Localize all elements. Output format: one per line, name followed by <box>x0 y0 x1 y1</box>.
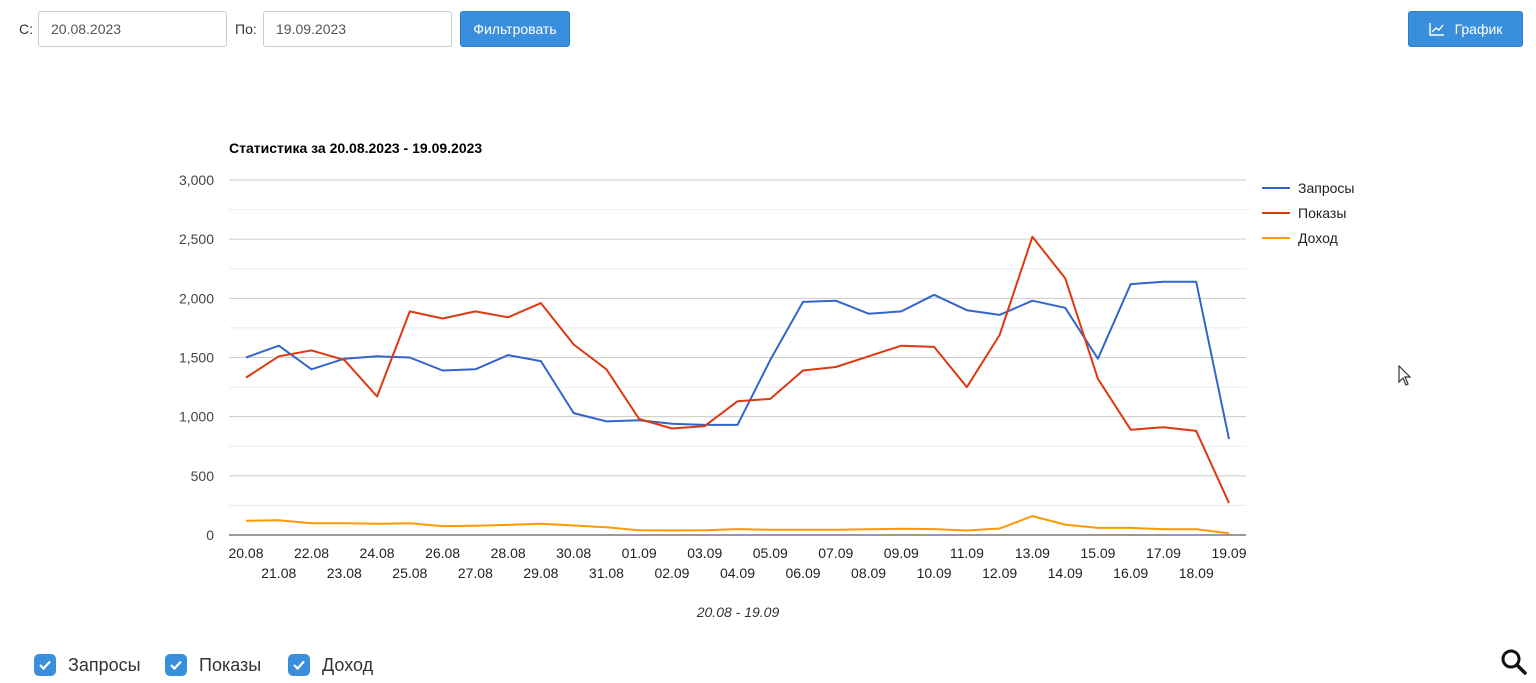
filter-bar: С: По: Фильтровать График <box>0 0 1536 60</box>
x-axis-title: 20.08 - 19.09 <box>696 604 780 620</box>
line-chart: Статистика за 20.08.2023 - 19.09.2023 05… <box>179 140 1355 620</box>
toggle-label: Доход <box>322 654 374 675</box>
from-label: С: <box>19 21 33 37</box>
y-tick-label: 1,500 <box>179 350 214 366</box>
x-tick-label: 27.08 <box>458 565 493 581</box>
date-to-input[interactable] <box>263 11 452 47</box>
x-tick-label: 02.09 <box>654 565 689 581</box>
x-tick-label: 28.08 <box>491 545 526 561</box>
toggle-impressions[interactable]: Показы <box>165 651 261 679</box>
x-tick-label: 07.09 <box>818 545 853 561</box>
check-icon[interactable] <box>165 654 187 676</box>
toggle-requests[interactable]: Запросы <box>34 651 141 679</box>
x-tick-label: 30.08 <box>556 545 591 561</box>
x-tick-label: 14.09 <box>1048 565 1083 581</box>
x-tick-label: 05.09 <box>753 545 788 561</box>
x-tick-label: 09.09 <box>884 545 919 561</box>
x-tick-label: 29.08 <box>523 565 558 581</box>
legend-label[interactable]: Доход <box>1298 230 1338 246</box>
x-tick-label: 13.09 <box>1015 545 1050 561</box>
check-icon[interactable] <box>288 654 310 676</box>
x-tick-label: 18.09 <box>1179 565 1214 581</box>
y-tick-label: 2,000 <box>179 290 214 306</box>
check-icon[interactable] <box>34 654 56 676</box>
y-tick-label: 0 <box>206 527 214 543</box>
chart-title: Статистика за 20.08.2023 - 19.09.2023 <box>229 140 482 156</box>
x-tick-label: 16.09 <box>1113 565 1148 581</box>
toggle-label: Показы <box>199 654 262 675</box>
x-tick-label: 31.08 <box>589 565 624 581</box>
x-tick-label: 22.08 <box>294 545 329 561</box>
x-tick-label: 21.08 <box>261 565 296 581</box>
chart-grid <box>229 179 1246 536</box>
toggle-label: Запросы <box>68 654 141 675</box>
x-tick-label: 11.09 <box>950 545 984 561</box>
x-tick-label: 17.09 <box>1146 545 1181 561</box>
y-tick-label: 500 <box>191 468 215 484</box>
x-tick-label: 25.08 <box>392 565 427 581</box>
series-line <box>245 235 1230 504</box>
x-tick-label: 06.09 <box>786 565 821 581</box>
x-tick-label: 12.09 <box>982 565 1017 581</box>
y-tick-label: 1,000 <box>179 409 214 425</box>
to-label: По: <box>235 21 257 37</box>
legend-label[interactable]: Запросы <box>1298 180 1354 196</box>
x-tick-label: 04.09 <box>720 565 755 581</box>
x-tick-label: 20.08 <box>228 545 263 561</box>
toggle-income[interactable]: Доход <box>288 651 373 679</box>
x-tick-label: 23.08 <box>327 565 362 581</box>
x-tick-label: 01.09 <box>622 545 657 561</box>
x-tick-label: 15.09 <box>1080 545 1115 561</box>
search-icon[interactable] <box>1500 648 1528 676</box>
filter-button[interactable]: Фильтровать <box>460 11 570 47</box>
x-tick-label: 10.09 <box>917 565 952 581</box>
y-tick-label: 3,000 <box>179 172 214 188</box>
x-tick-label: 26.08 <box>425 545 460 561</box>
x-tick-label: 24.08 <box>360 545 395 561</box>
x-tick-label: 19.09 <box>1211 545 1246 561</box>
legend-label[interactable]: Показы <box>1298 205 1346 221</box>
x-tick-label: 08.09 <box>851 565 886 581</box>
filter-button-label: Фильтровать <box>473 21 557 37</box>
series-line <box>245 280 1230 440</box>
x-tick-label: 03.09 <box>687 545 722 561</box>
series-line <box>245 515 1230 535</box>
chart-button-label: График <box>1454 21 1503 37</box>
line-chart-icon <box>1428 22 1445 36</box>
chart-legend[interactable]: Запросы Показы Доход <box>1262 180 1354 246</box>
y-tick-label: 2,500 <box>179 231 214 247</box>
y-axis: 0 500 1,000 1,500 2,000 2,500 3,000 <box>179 172 214 543</box>
chart-button[interactable]: График <box>1408 11 1523 47</box>
chart-series <box>245 235 1230 535</box>
x-axis: 20.08 21.08 22.08 23.08 24.08 25.08 26.08 27.08… <box>228 545 1246 581</box>
mouse-cursor-icon <box>1398 364 1412 392</box>
date-from-input[interactable] <box>38 11 227 47</box>
